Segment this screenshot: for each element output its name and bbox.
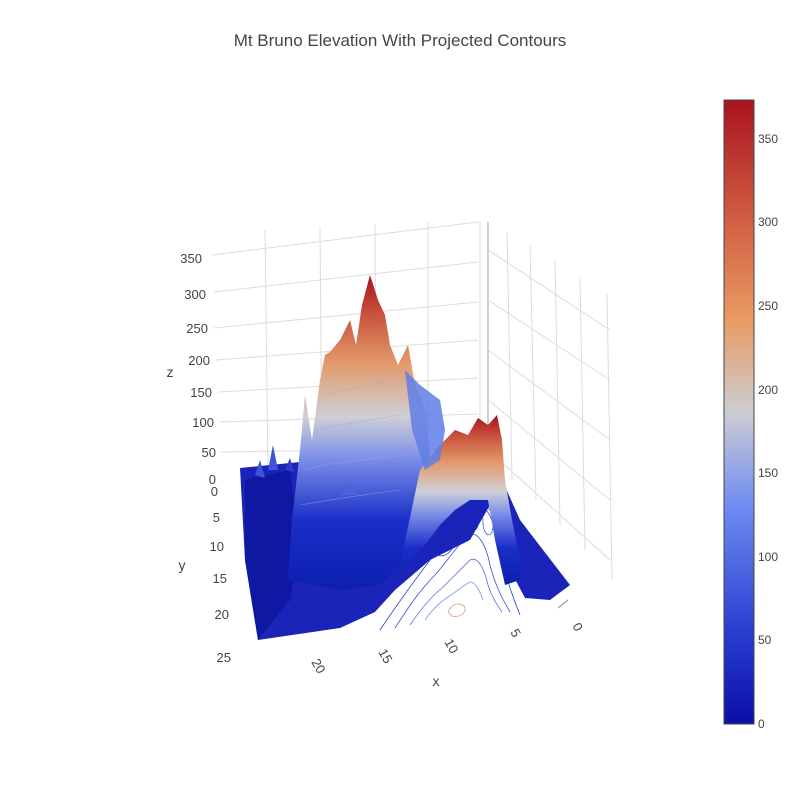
z-tick-label: 150 <box>190 385 212 400</box>
grid-line <box>487 299 611 381</box>
surface-contours <box>299 379 406 506</box>
grid-line <box>487 349 611 441</box>
colorbar-tick: 0 <box>758 717 765 731</box>
z-tick-label: 0 <box>209 472 216 487</box>
colorbar-tick: 350 <box>758 132 778 146</box>
y-axis-title: y <box>179 557 186 573</box>
grid-line <box>264 229 269 471</box>
y-tick-label: 25 <box>217 650 231 665</box>
contour-line <box>409 558 503 626</box>
colorbar-tick: 200 <box>758 383 778 397</box>
grid-line <box>487 399 611 501</box>
surface-secondary-face <box>405 370 445 470</box>
surface-contour-line <box>304 454 406 471</box>
chart-title: Mt Bruno Elevation With Projected Contou… <box>234 31 567 50</box>
x-tick-label: 15 <box>375 646 395 666</box>
colorbar-tick: 150 <box>758 466 778 480</box>
surface-contour-line <box>299 489 401 506</box>
x-tick-label: 5 <box>507 626 524 640</box>
grid-line <box>506 231 513 481</box>
grid-line <box>487 249 611 331</box>
surface-spike <box>285 458 294 472</box>
z-axis-title: z <box>167 364 174 380</box>
surface-shadow <box>245 470 300 640</box>
surface-spike <box>255 460 265 478</box>
x-tick-label: 10 <box>441 636 461 656</box>
grid-line <box>213 261 479 293</box>
y-tick-label: 0 <box>211 484 218 499</box>
grid-line <box>487 449 611 561</box>
grid-line <box>606 292 613 581</box>
contour-line <box>424 581 484 621</box>
surface-contour-line <box>314 414 401 431</box>
grid-line <box>554 259 561 526</box>
y-tick-label: 5 <box>213 510 220 525</box>
grid-line <box>529 244 537 501</box>
y-tick-label: 15 <box>213 571 227 586</box>
colorbar-tick: 250 <box>758 299 778 313</box>
colorbar: 0 50 100 150 200 250 300 350 <box>723 99 778 731</box>
y-tick-label: 10 <box>210 539 224 554</box>
y-axis: 0 5 10 15 20 25 y <box>179 484 232 665</box>
surface-spike <box>268 445 278 470</box>
x-tick-label: 20 <box>308 656 328 676</box>
grid-line <box>213 301 479 329</box>
colorbar-tick: 300 <box>758 215 778 229</box>
x-axis-title: x <box>433 673 440 689</box>
back-wall-grid <box>479 222 613 581</box>
x-tick-mark <box>557 599 569 609</box>
z-tick-label: 50 <box>202 445 216 460</box>
x-tick-label: 0 <box>569 620 586 634</box>
grid-line <box>211 221 479 256</box>
surface <box>240 275 570 640</box>
y-tick-label: 20 <box>215 607 229 622</box>
surface-spike <box>340 482 358 495</box>
surface-contour-line <box>321 379 393 396</box>
z-tick-label: 100 <box>192 415 214 430</box>
z-tick-label: 250 <box>186 321 208 336</box>
surface-main-peak <box>288 275 430 590</box>
z-tick-label: 350 <box>180 251 202 266</box>
z-tick-label: 200 <box>188 353 210 368</box>
colorbar-tick: 50 <box>758 633 772 647</box>
colorbar-tick: 100 <box>758 550 778 564</box>
z-tick-label: 300 <box>184 287 206 302</box>
z-axis: 350 300 250 200 150 100 50 0 z <box>167 251 217 487</box>
contour-line <box>447 603 466 617</box>
colorbar-scale <box>723 99 755 725</box>
grid-line <box>579 276 586 551</box>
